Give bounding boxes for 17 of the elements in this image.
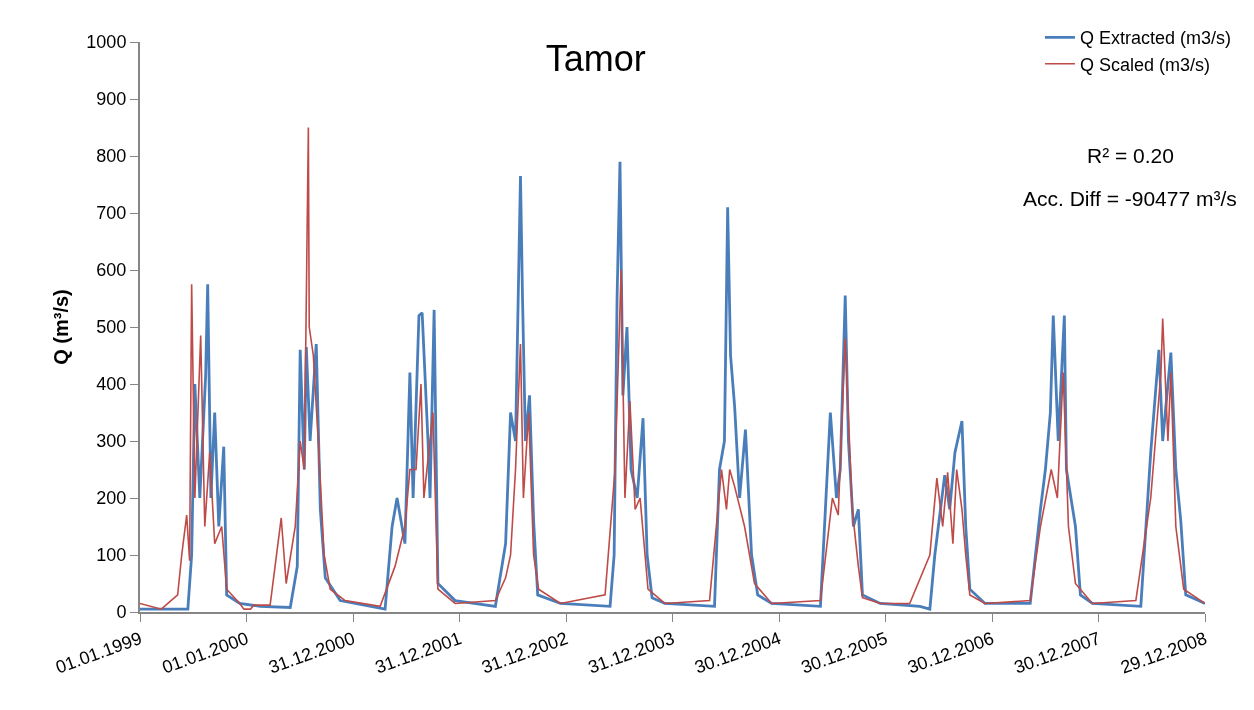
legend-label: Q Extracted (m3/s): [1079, 28, 1231, 49]
y-tick-label: 1000: [86, 32, 127, 53]
chart-title: Tamor: [545, 37, 646, 79]
y-axis-title: Q (m³/s): [50, 289, 73, 365]
annotation: R² = 0.20: [1087, 144, 1174, 167]
y-tick-label: 100: [96, 545, 127, 566]
y-tick-label: 200: [96, 488, 127, 509]
y-tick-label: 700: [96, 203, 127, 224]
annotation: Acc. Diff = -90477 m³/s: [1023, 187, 1237, 210]
y-tick-label: 800: [96, 146, 127, 167]
y-tick-label: 500: [96, 317, 127, 338]
y-tick-label: 400: [96, 374, 127, 395]
y-tick-label: 300: [96, 431, 127, 452]
y-tick-label: 900: [96, 89, 127, 110]
legend-label: Q Scaled (m3/s): [1079, 54, 1210, 75]
y-tick-label: 600: [96, 260, 127, 281]
y-tick-label: 0: [116, 602, 127, 623]
